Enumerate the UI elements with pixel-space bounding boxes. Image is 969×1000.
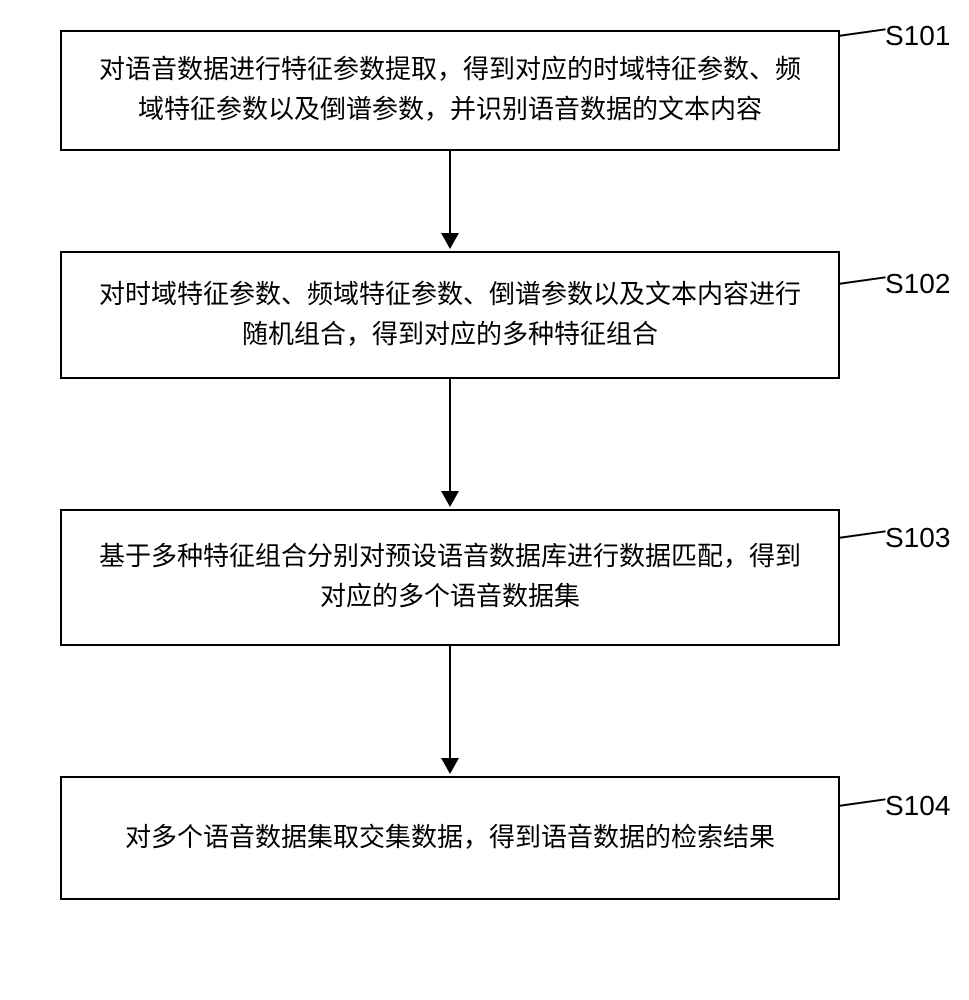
step-text: 对时域特征参数、频域特征参数、倒谱参数以及文本内容进行随机组合，得到对应的多种特… bbox=[99, 280, 801, 349]
step-text: 基于多种特征组合分别对预设语音数据库进行数据匹配，得到对应的多个语音数据集 bbox=[99, 542, 801, 611]
step-label-s103: S103 bbox=[885, 522, 950, 554]
flow-step-s103: 基于多种特征组合分别对预设语音数据库进行数据匹配，得到对应的多个语音数据集 bbox=[60, 509, 840, 646]
leader-line-s104 bbox=[838, 798, 886, 807]
step-id: S103 bbox=[885, 522, 950, 553]
arrow-head-icon bbox=[441, 233, 459, 249]
step-label-s104: S104 bbox=[885, 790, 950, 822]
flowchart-container: 对语音数据进行特征参数提取，得到对应的时域特征参数、频域特征参数以及倒谱参数，并… bbox=[60, 30, 840, 900]
arrow-3 bbox=[60, 646, 840, 776]
arrow-head-icon bbox=[441, 758, 459, 774]
leader-line-s102 bbox=[838, 276, 886, 285]
leader-line-s103 bbox=[838, 530, 886, 539]
leader-line-s101 bbox=[838, 28, 886, 37]
step-text: 对多个语音数据集取交集数据，得到语音数据的检索结果 bbox=[125, 823, 775, 852]
arrow-head-icon bbox=[441, 491, 459, 507]
arrow-2 bbox=[60, 379, 840, 509]
step-label-s102: S102 bbox=[885, 268, 950, 300]
arrow-line bbox=[449, 646, 451, 760]
flow-step-s101: 对语音数据进行特征参数提取，得到对应的时域特征参数、频域特征参数以及倒谱参数，并… bbox=[60, 30, 840, 151]
step-id: S102 bbox=[885, 268, 950, 299]
arrow-line bbox=[449, 379, 451, 493]
flow-step-s102: 对时域特征参数、频域特征参数、倒谱参数以及文本内容进行随机组合，得到对应的多种特… bbox=[60, 251, 840, 380]
step-text: 对语音数据进行特征参数提取，得到对应的时域特征参数、频域特征参数以及倒谱参数，并… bbox=[99, 55, 801, 124]
flow-step-s104: 对多个语音数据集取交集数据，得到语音数据的检索结果 bbox=[60, 776, 840, 900]
step-label-s101: S101 bbox=[885, 20, 950, 52]
arrow-1 bbox=[60, 151, 840, 251]
step-id: S104 bbox=[885, 790, 950, 821]
step-id: S101 bbox=[885, 20, 950, 51]
arrow-line bbox=[449, 151, 451, 235]
